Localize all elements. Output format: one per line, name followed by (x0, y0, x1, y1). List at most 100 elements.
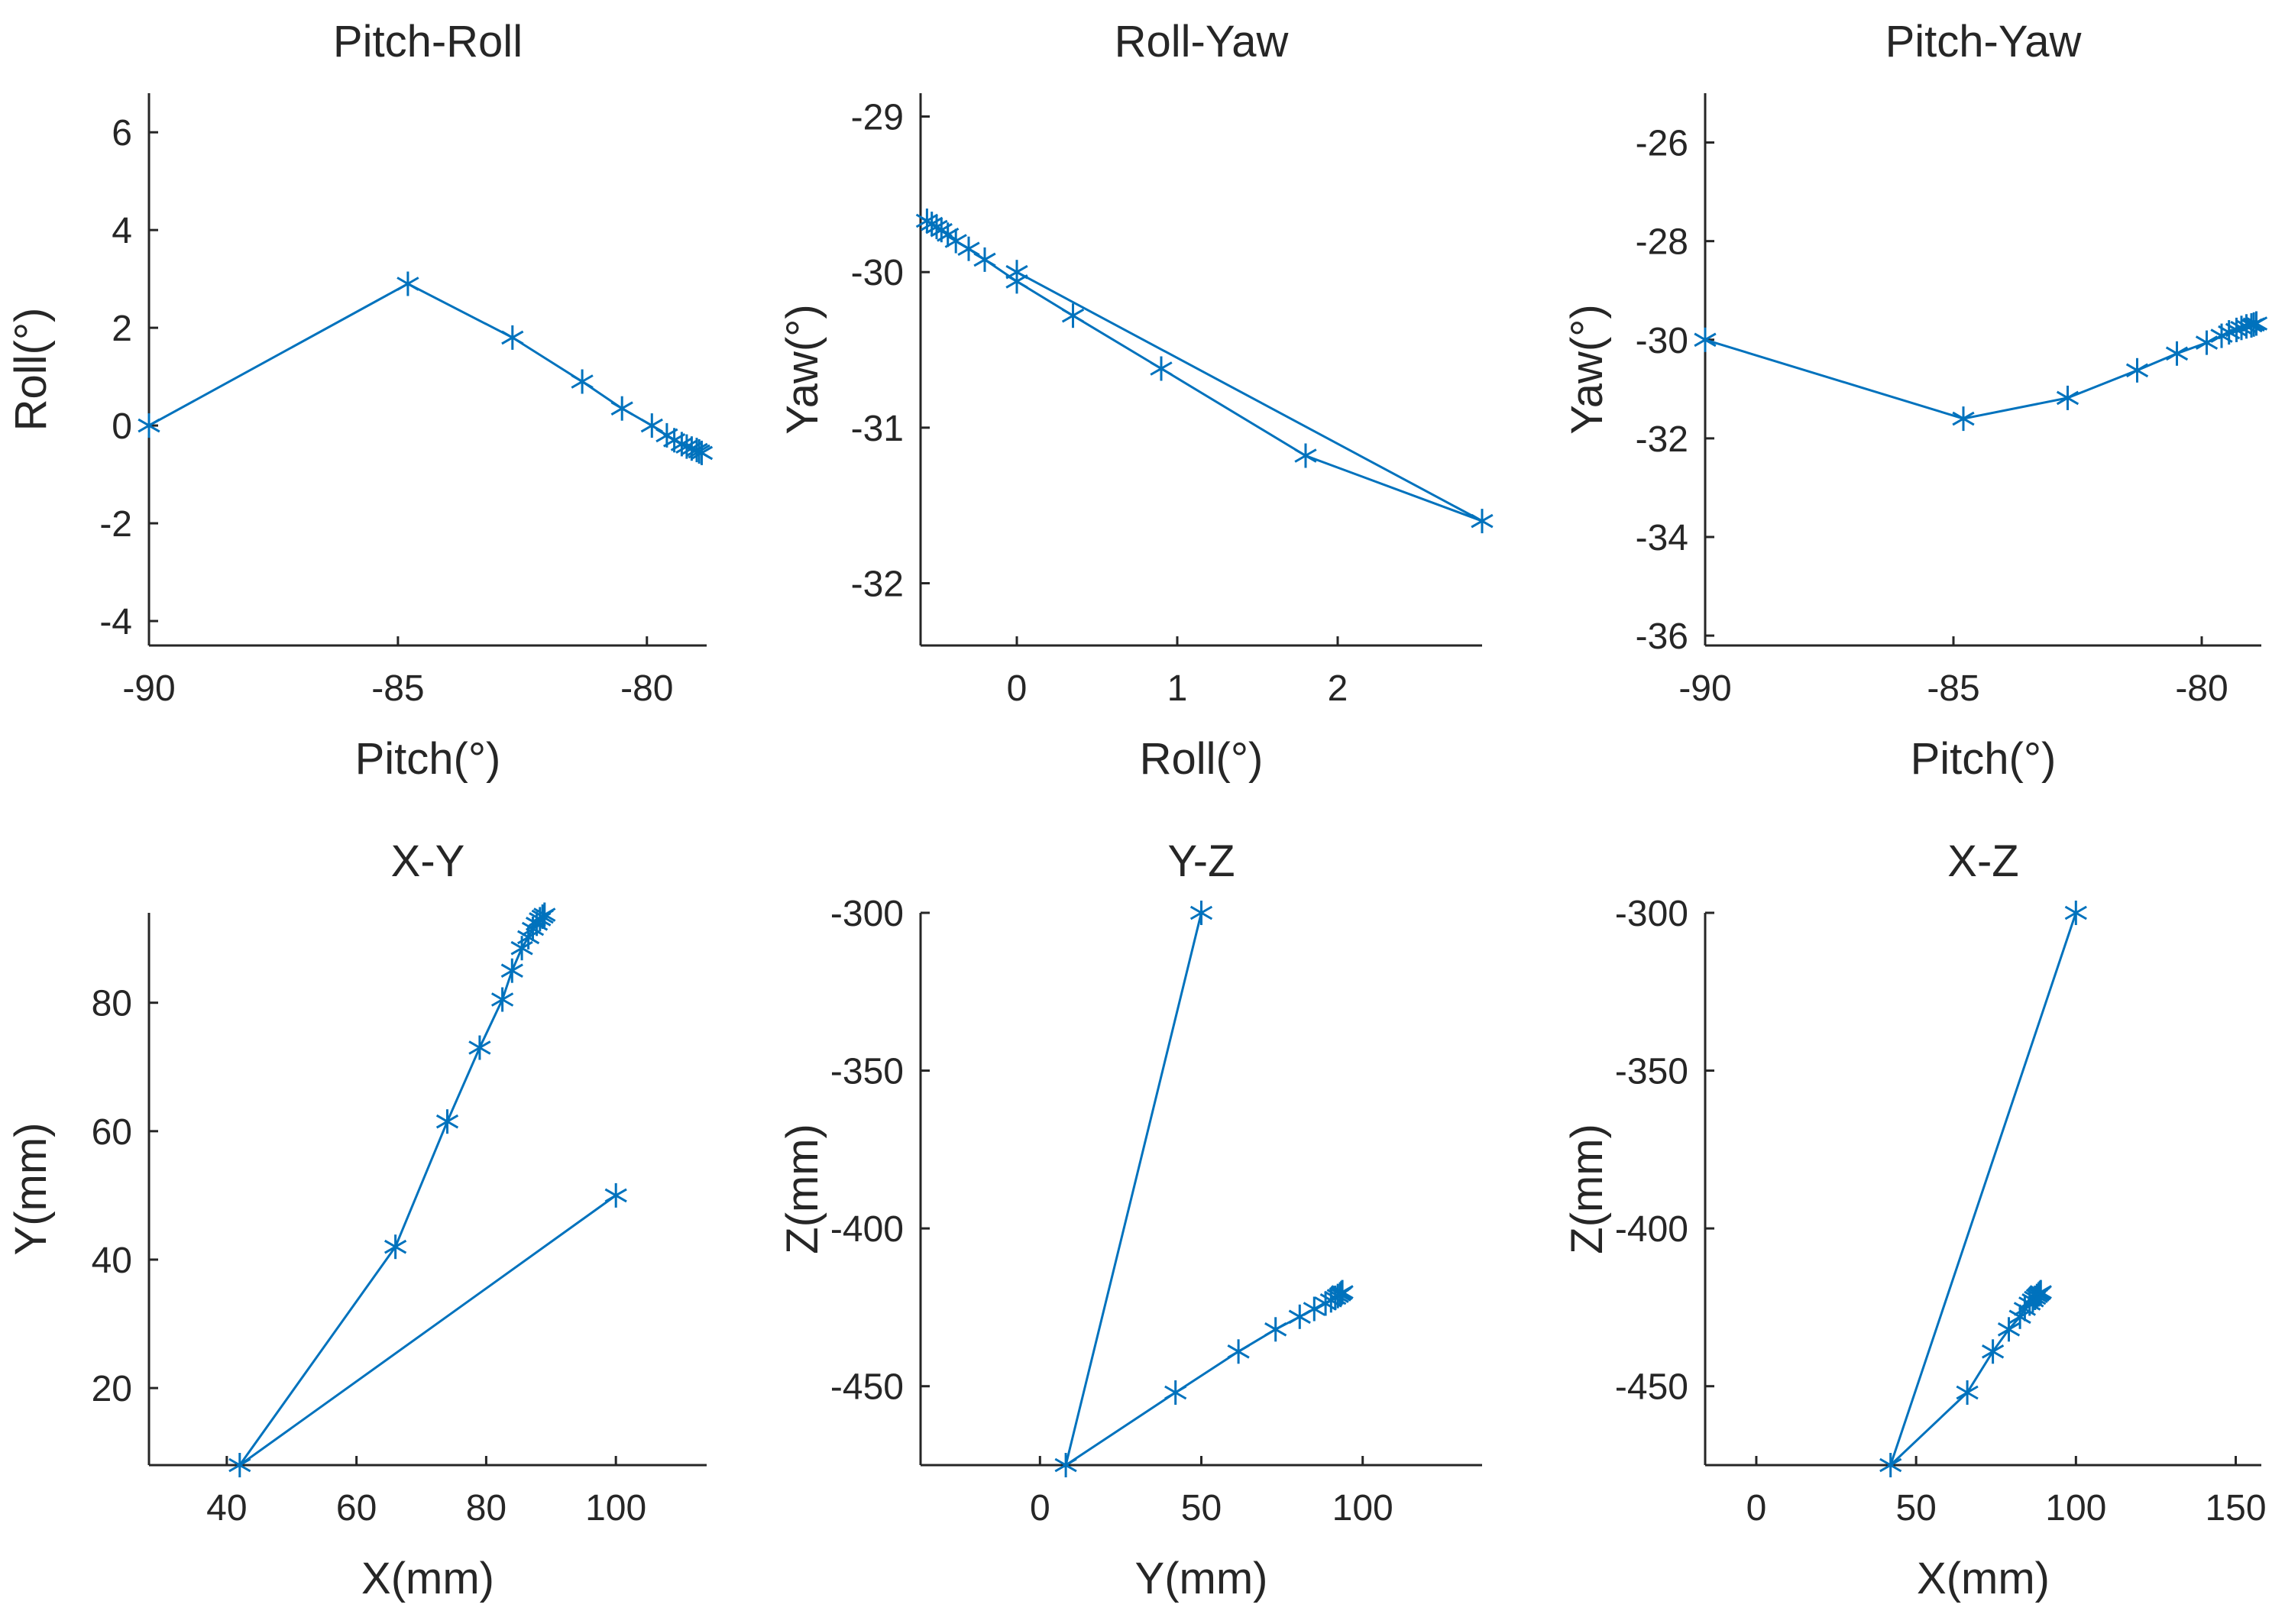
data-point-marker (1189, 901, 1213, 925)
y-axis-label: Yaw(°) (1562, 304, 1612, 434)
y-tick-label: -2 (99, 504, 132, 545)
data-point-marker (1227, 1339, 1250, 1364)
x-tick-label: 1 (1167, 668, 1188, 709)
data-point-marker (1981, 1339, 2005, 1364)
x-tick-label: -80 (2175, 668, 2228, 709)
data-point-marker (533, 902, 556, 927)
x-tick-label: 100 (1332, 1488, 1393, 1529)
subplot-5: 0 50 100 -450 -400 -350 -300 Y-Z Y(mm) Z(mm) (778, 836, 1482, 1603)
y-tick-label: 2 (112, 309, 132, 349)
chart-title: Roll-Yaw (1115, 17, 1290, 66)
data-point-marker (396, 271, 419, 296)
chart-title: X-Y (391, 836, 465, 886)
y-axis-label: Yaw(°) (778, 304, 827, 434)
x-tick-label: -90 (122, 668, 175, 709)
x-tick-label: 150 (2205, 1488, 2266, 1529)
data-point-marker (2125, 357, 2149, 383)
y-tick-label: -450 (830, 1367, 904, 1408)
y-tick-label: 6 (112, 113, 132, 154)
data-point-marker (228, 1453, 251, 1477)
data-point-marker (571, 369, 594, 394)
data-point-marker (1054, 1453, 1077, 1477)
data-point-marker (1997, 1317, 2021, 1342)
data-point-marker (435, 1109, 459, 1134)
data-point-marker (1061, 303, 1085, 328)
y-axis-label: Y(mm) (6, 1123, 56, 1256)
y-tick-label: -28 (1636, 222, 1688, 263)
data-point-marker (2245, 311, 2268, 336)
data-point-marker (490, 987, 514, 1012)
y-tick-label: 0 (112, 406, 132, 447)
y-axis-label: Z(mm) (1562, 1124, 1612, 1254)
data-point-marker (1952, 406, 1975, 432)
data-point-marker (2195, 330, 2219, 355)
data-point-marker (138, 413, 160, 438)
data-point-marker (1288, 1304, 1311, 1329)
data-point-marker (1150, 356, 1173, 381)
y-tick-label: 4 (112, 211, 132, 251)
x-axis-label: Roll(°) (1140, 734, 1264, 784)
data-point-marker (915, 209, 939, 233)
data-point-marker (690, 440, 714, 465)
x-tick-label: -80 (620, 668, 673, 709)
y-axis-label: Roll(°) (6, 308, 56, 432)
x-tick-label: 40 (206, 1488, 247, 1529)
subplot-6: 0 50 100 150 -450 -400 -350 -300 X-Z X(mm) Z(mm) (1562, 836, 2267, 1603)
data-point-marker (501, 325, 524, 350)
x-axis-label: X(mm) (1917, 1554, 2050, 1603)
y-tick-label: -30 (1636, 321, 1688, 361)
data-point-marker (1264, 1317, 1287, 1342)
data-point-marker (1879, 1453, 1902, 1477)
data-point-marker (1694, 327, 1717, 352)
y-tick-label: -30 (851, 253, 904, 293)
x-axis-label: Pitch(°) (1911, 734, 2057, 784)
data-point-marker (957, 236, 980, 261)
x-tick-label: 0 (1746, 1488, 1767, 1529)
x-tick-label: 2 (1328, 668, 1348, 709)
data-point-marker (973, 247, 996, 272)
data-point-marker (2165, 341, 2189, 366)
y-tick-label: 20 (92, 1369, 132, 1409)
data-point-marker (604, 1182, 627, 1208)
series-line (926, 219, 1483, 522)
y-tick-label: 80 (92, 984, 132, 1024)
data-point-marker (2029, 1279, 2052, 1305)
x-tick-label: 100 (585, 1488, 646, 1529)
x-tick-label: 50 (1895, 1488, 1936, 1529)
data-point-marker (1294, 443, 1317, 468)
data-point-marker (2064, 901, 2087, 925)
y-tick-label: -400 (830, 1209, 904, 1250)
y-tick-label: -29 (851, 98, 904, 138)
x-tick-label: 60 (336, 1488, 377, 1529)
y-tick-label: 60 (92, 1112, 132, 1153)
series-line (238, 914, 617, 1467)
x-axis-label: Y(mm) (1135, 1554, 1268, 1603)
series-line (1704, 322, 2257, 420)
y-tick-label: -26 (1636, 124, 1688, 164)
data-point-marker (1331, 1279, 1354, 1305)
y-tick-label: -32 (1636, 419, 1688, 460)
y-tick-label: -31 (851, 409, 904, 449)
x-tick-label: 50 (1181, 1488, 1222, 1529)
y-tick-label: -4 (99, 602, 132, 642)
x-axis-label: X(mm) (361, 1554, 494, 1603)
data-point-marker (468, 1035, 491, 1060)
x-tick-label: -85 (1927, 668, 1979, 709)
y-tick-label: -350 (830, 1052, 904, 1092)
y-tick-label: -36 (1636, 616, 1688, 657)
series-line (1063, 912, 1344, 1468)
data-point-marker (500, 958, 523, 983)
y-tick-label: -400 (1615, 1209, 1688, 1250)
x-tick-label: 80 (466, 1488, 507, 1529)
x-axis-label: Pitch(°) (355, 734, 501, 784)
y-tick-label: -34 (1636, 518, 1688, 558)
subplot-2: 0 1 2 -32 -31 -30 -29 Roll-Yaw Roll(°) Yaw(°) (778, 17, 1494, 784)
series-line (148, 282, 703, 455)
subplot-4: 40 60 80 100 20 40 60 80 X-Y X(mm) Y(mm) (6, 836, 707, 1603)
y-tick-label: -450 (1615, 1367, 1688, 1408)
y-tick-label: -350 (1615, 1052, 1688, 1092)
data-point-marker (1956, 1380, 1979, 1405)
data-point-marker (384, 1234, 407, 1260)
data-point-marker (1471, 509, 1494, 534)
